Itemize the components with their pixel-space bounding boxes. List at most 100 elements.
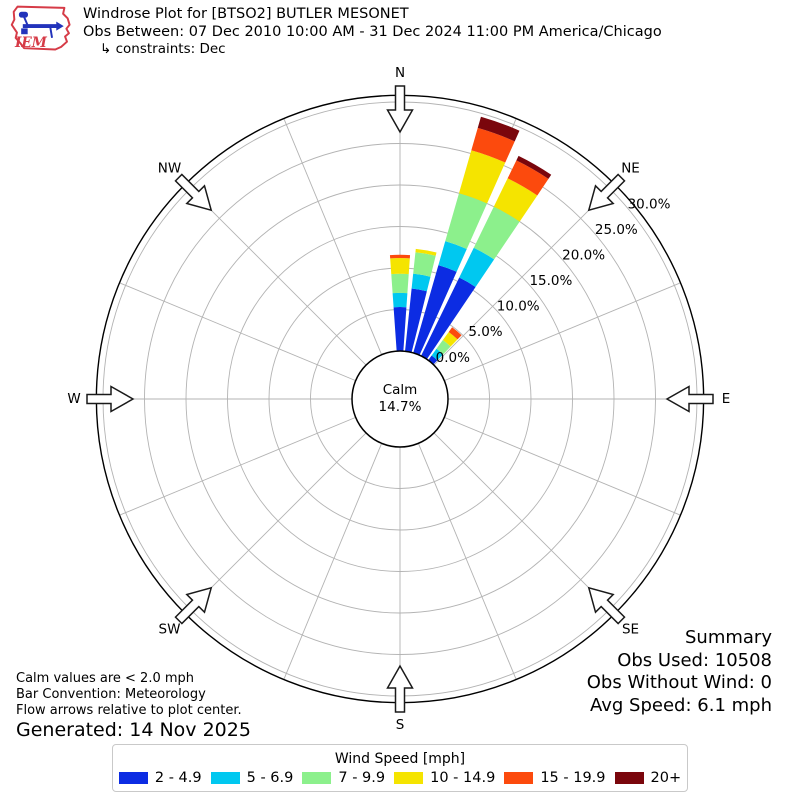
iem-logo: IEM xyxy=(10,5,71,51)
windrose-petal-segment xyxy=(445,193,488,249)
legend-swatch-icon xyxy=(302,772,332,784)
windrose-petal-segment xyxy=(438,241,467,272)
windrose-petal-segment xyxy=(391,273,409,294)
flow-arrow-icon xyxy=(174,586,213,625)
flow-arrow-icon xyxy=(174,173,213,212)
windrose-petal-segment xyxy=(493,178,538,222)
calm-circle xyxy=(351,350,449,448)
windrose-petal-segment xyxy=(428,355,438,365)
legend-item: 10 - 14.9 xyxy=(394,770,495,786)
calm-note: Calm values are < 2.0 mph xyxy=(16,671,195,686)
flow-arrow-icon xyxy=(86,385,135,413)
compass-label: NW xyxy=(158,160,181,176)
bar-convention-note: Bar Convention: Meteorology xyxy=(16,687,206,702)
flow-arrow-icon xyxy=(665,385,714,413)
grid-spoke xyxy=(444,282,681,382)
flow-arrow xyxy=(386,85,414,134)
grid-spoke xyxy=(184,432,367,615)
grid-spoke xyxy=(433,432,616,615)
flow-arrows-note: Flow arrows relative to plot center. xyxy=(16,703,242,718)
legend-swatch-icon xyxy=(504,772,534,784)
legend-swatch-icon xyxy=(614,772,644,784)
grid-spoke xyxy=(119,282,356,382)
grid-spoke xyxy=(444,416,681,516)
grid-ring xyxy=(185,184,615,614)
windrose-petal-segment xyxy=(459,247,495,287)
grid-spoke xyxy=(283,118,383,355)
avg-speed: Avg Speed: 6.1 mph xyxy=(590,694,772,716)
ring-label: 0.0% xyxy=(436,350,470,366)
ring-label: 20.0% xyxy=(562,248,605,264)
flow-arrow-icon xyxy=(386,664,414,713)
legend-item: 20+ xyxy=(614,770,682,786)
summary-title: Summary xyxy=(685,627,772,648)
plot-notes: Calm values are < 2.0 mph Bar Convention… xyxy=(16,671,251,741)
flow-arrow xyxy=(386,664,414,713)
compass-label: W xyxy=(67,391,80,407)
compass-label: N xyxy=(395,65,405,81)
grid-spoke xyxy=(433,183,616,366)
flow-arrow xyxy=(665,385,714,413)
logo-text: IEM xyxy=(14,35,48,51)
flow-arrow xyxy=(587,586,626,625)
legend-item: 2 - 4.9 xyxy=(118,770,202,786)
legend-item: 5 - 6.9 xyxy=(210,770,294,786)
obs-used: Obs Used: 10508 xyxy=(617,649,772,671)
windrose-petal-segment xyxy=(392,292,408,308)
page-title: Windrose Plot for [BTSO2] BUTLER MESONET xyxy=(83,6,409,22)
ring-label: 15.0% xyxy=(529,273,572,289)
flow-arrow-icon xyxy=(587,173,626,212)
windrose-petal-segment xyxy=(421,277,476,360)
compass-label: SE xyxy=(622,622,639,638)
legend-label: 15 - 19.9 xyxy=(540,770,606,786)
constraints: ↳ constraints: Dec xyxy=(100,41,226,57)
windrose-petal-segment xyxy=(473,206,520,260)
compass-label: S xyxy=(396,717,405,733)
windrose-petal-segment xyxy=(405,288,427,353)
grid-spoke xyxy=(417,443,517,680)
flow-arrow xyxy=(86,385,135,413)
compass-label: NE xyxy=(621,160,640,176)
anemometer-icon xyxy=(18,11,64,38)
flow-arrow xyxy=(587,173,626,212)
windrose-petal-segment xyxy=(471,127,515,163)
windrose-petal-segment xyxy=(431,348,444,361)
windrose-petal-segment xyxy=(436,340,451,355)
windrose-petal-segment xyxy=(415,248,437,256)
legend-swatch-icon xyxy=(394,772,424,784)
legend-item: 7 - 9.9 xyxy=(302,770,385,786)
windrose-petal-segment xyxy=(516,155,552,179)
calm-value: 14.7% xyxy=(379,399,422,415)
windrose-petal-segment xyxy=(458,150,506,204)
obs-without-wind: Obs Without Wind: 0 xyxy=(586,672,772,693)
windrose-petal-segment xyxy=(411,273,431,292)
legend-item: 15 - 19.9 xyxy=(504,770,606,786)
flow-arrow-icon xyxy=(587,586,626,625)
header: Windrose Plot for [BTSO2] BUTLER MESONET… xyxy=(83,6,662,59)
flow-arrow-icon xyxy=(386,85,414,134)
compass-label: SW xyxy=(159,622,181,638)
windrose-petal-segment xyxy=(442,331,458,347)
obs-range: Obs Between: 07 Dec 2010 10:00 AM - 31 D… xyxy=(83,23,662,40)
legend-label: 7 - 9.9 xyxy=(338,770,386,786)
windrose-petal-segment xyxy=(389,254,411,259)
ring-label: 25.0% xyxy=(595,222,638,238)
ring-label: 10.0% xyxy=(497,299,540,315)
windrose-petal-segment xyxy=(507,160,549,196)
windrose-petal-segment xyxy=(448,327,462,340)
legend-label: 20+ xyxy=(650,770,682,786)
legend-label: 10 - 14.9 xyxy=(430,770,496,786)
grid-spoke xyxy=(283,443,383,680)
windrose-petal-segment xyxy=(413,252,436,277)
grid-spoke xyxy=(119,416,356,516)
grid-ring xyxy=(227,226,573,572)
ring-label: 30.0% xyxy=(628,196,671,212)
windrose-petal-segment xyxy=(413,265,457,356)
legend-label: 5 - 6.9 xyxy=(246,770,294,786)
flow-arrow xyxy=(174,586,213,625)
compass-label: E xyxy=(722,391,731,407)
legend-row: 2 - 4.9 5 - 6.9 7 - 9.9 10 - 14.9 15 - 19.9 2… xyxy=(118,770,682,786)
legend-title: Wind Speed [mph] xyxy=(334,751,466,767)
generated-date: Generated: 14 Nov 2025 xyxy=(16,719,251,741)
